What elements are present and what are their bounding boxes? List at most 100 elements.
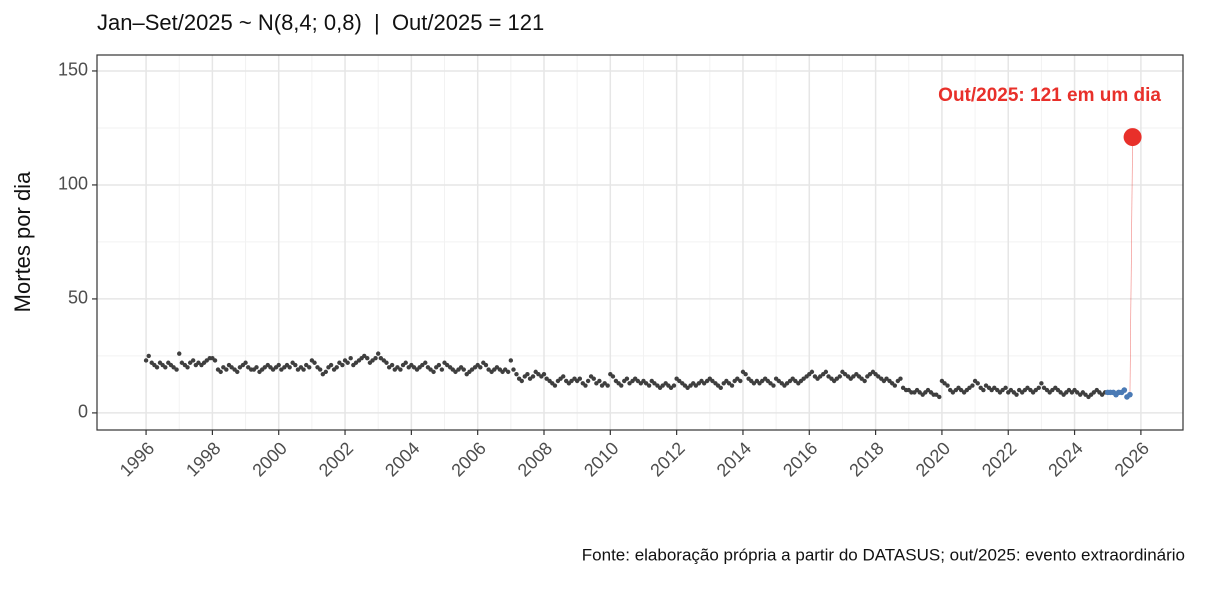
point	[975, 381, 980, 386]
point	[218, 369, 223, 375]
point	[276, 362, 281, 368]
point	[378, 355, 384, 361]
point	[823, 369, 829, 375]
grid	[97, 55, 1183, 430]
point	[154, 365, 160, 370]
point	[328, 362, 334, 368]
point	[370, 358, 375, 363]
point	[544, 376, 549, 381]
point	[246, 365, 251, 370]
point	[320, 371, 326, 377]
point	[743, 371, 748, 377]
point	[768, 381, 773, 386]
point	[395, 365, 400, 370]
point	[530, 374, 536, 379]
y-tick-label: 50	[68, 288, 88, 308]
point	[423, 360, 428, 365]
point	[738, 378, 743, 384]
point	[295, 367, 301, 372]
point	[525, 371, 530, 377]
point	[646, 383, 652, 388]
point	[190, 358, 196, 363]
point	[671, 383, 677, 388]
point	[494, 365, 500, 370]
point	[505, 369, 511, 375]
point	[398, 367, 403, 372]
point	[1036, 385, 1041, 391]
point	[185, 365, 190, 370]
annotation: Out/2025: 121 em um dia	[938, 85, 1161, 106]
point	[527, 376, 533, 381]
point	[610, 374, 616, 379]
point	[1039, 381, 1044, 386]
point	[243, 360, 248, 365]
point	[867, 371, 873, 377]
point	[818, 374, 823, 379]
point	[384, 360, 389, 365]
point	[262, 365, 267, 370]
point	[312, 360, 317, 365]
point	[1123, 128, 1142, 147]
point	[925, 387, 931, 393]
point	[635, 378, 641, 384]
point	[577, 376, 583, 381]
point	[1121, 387, 1128, 393]
point	[444, 362, 450, 368]
point	[602, 381, 607, 386]
point	[945, 383, 950, 388]
point	[693, 383, 699, 388]
point	[163, 365, 168, 370]
point	[279, 367, 284, 372]
point	[348, 355, 353, 361]
point	[668, 385, 674, 391]
point	[898, 376, 903, 381]
point	[652, 381, 657, 386]
point	[439, 367, 445, 372]
point	[992, 385, 997, 391]
point	[605, 383, 610, 388]
point	[1041, 385, 1047, 391]
point	[541, 371, 547, 377]
point	[536, 371, 541, 377]
point	[187, 360, 193, 365]
point	[1075, 390, 1080, 395]
point	[317, 367, 323, 372]
point	[486, 367, 491, 372]
point	[204, 358, 209, 363]
point	[591, 376, 596, 381]
point	[304, 362, 309, 368]
point	[718, 385, 723, 391]
point	[729, 383, 735, 388]
point	[453, 369, 458, 375]
point	[340, 362, 345, 368]
point	[1033, 387, 1038, 393]
point	[365, 355, 370, 361]
point	[196, 360, 201, 365]
point	[287, 365, 292, 370]
point	[942, 381, 947, 386]
point	[597, 378, 602, 384]
point	[375, 351, 381, 356]
point	[569, 378, 574, 384]
point	[834, 376, 840, 381]
point	[334, 365, 339, 370]
point	[503, 367, 508, 372]
point	[776, 378, 781, 384]
point	[585, 378, 591, 384]
point	[983, 383, 989, 388]
point	[771, 383, 776, 388]
point	[323, 369, 329, 375]
point	[431, 369, 436, 375]
point	[981, 387, 986, 393]
point	[759, 378, 765, 384]
point	[917, 390, 922, 395]
point	[478, 365, 483, 370]
point	[1099, 392, 1105, 397]
point	[428, 367, 433, 372]
point	[826, 374, 831, 379]
point	[552, 383, 558, 388]
point	[519, 378, 524, 384]
point	[224, 367, 229, 372]
point	[345, 360, 350, 365]
